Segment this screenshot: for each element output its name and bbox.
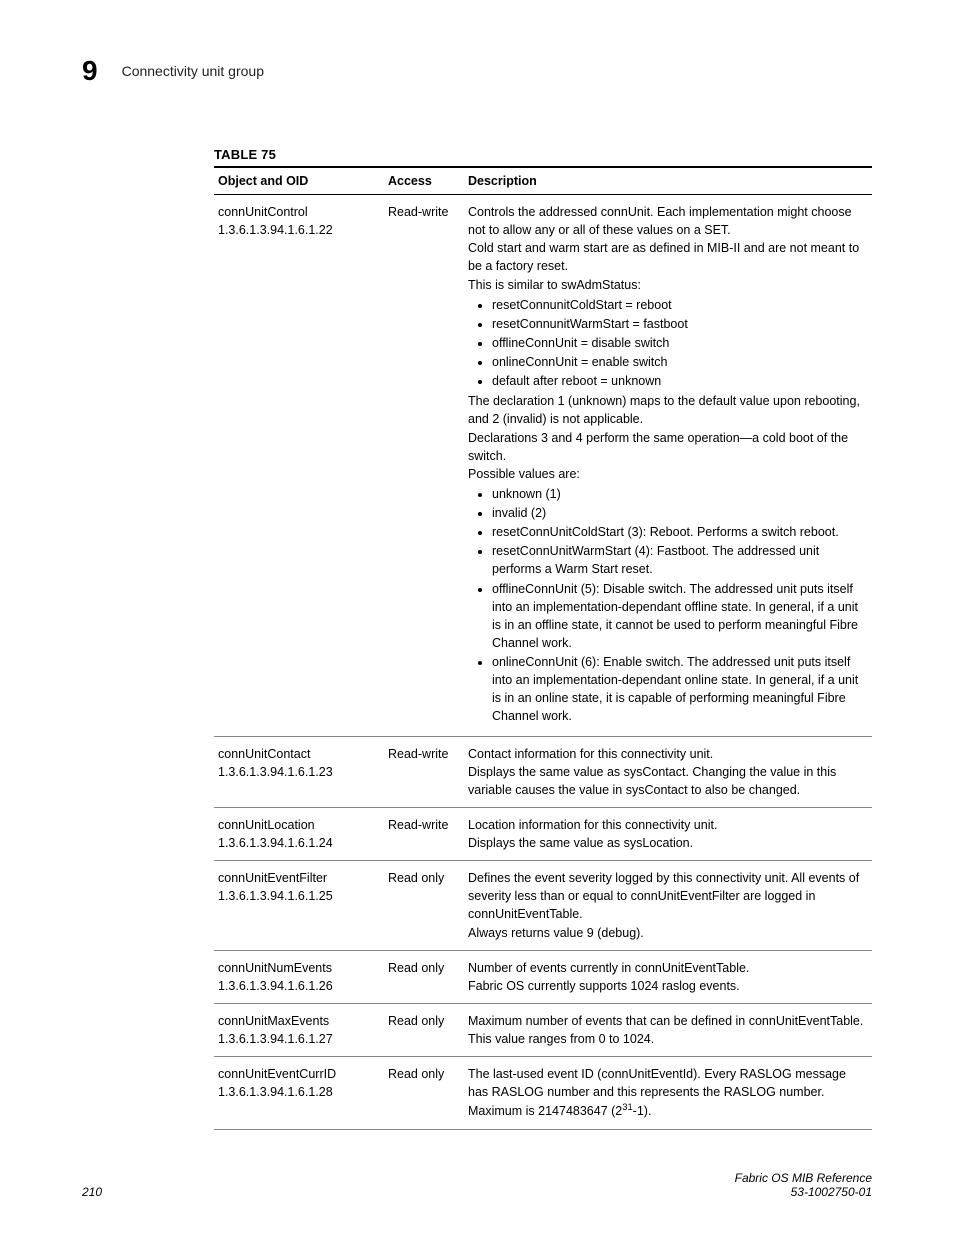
- object-oid: 1.3.6.1.3.94.1.6.1.25: [218, 887, 376, 905]
- bullet-item: offlineConnUnit (5): Disable switch. The…: [492, 580, 864, 653]
- table-row: connUnitEventCurrID 1.3.6.1.3.94.1.6.1.2…: [214, 1057, 872, 1130]
- desc-text: -1).: [633, 1105, 652, 1119]
- page-number: 210: [82, 1185, 102, 1199]
- cell-access: Read only: [384, 1057, 464, 1130]
- table-row: connUnitLocation 1.3.6.1.3.94.1.6.1.24 R…: [214, 807, 872, 860]
- desc-paragraph: Maximum is 2147483647 (231-1).: [468, 1101, 864, 1120]
- desc-paragraph: Declarations 3 and 4 perform the same op…: [468, 429, 864, 465]
- object-oid: 1.3.6.1.3.94.1.6.1.24: [218, 834, 376, 852]
- doc-reference: Fabric OS MIB Reference 53-1002750-01: [735, 1171, 872, 1199]
- desc-bullet-list: resetConnunitColdStart = reboot resetCon…: [492, 296, 864, 391]
- bullet-item: resetConnUnitWarmStart (4): Fastboot. Th…: [492, 542, 864, 578]
- cell-object: connUnitMaxEvents 1.3.6.1.3.94.1.6.1.27: [214, 1003, 384, 1056]
- desc-paragraph: Location information for this connectivi…: [468, 816, 864, 834]
- desc-paragraph: This value ranges from 0 to 1024.: [468, 1030, 864, 1048]
- object-name: connUnitEventFilter: [218, 869, 376, 887]
- desc-paragraph: Displays the same value as sysLocation.: [468, 834, 864, 852]
- desc-paragraph: The last-used event ID (connUnitEventId)…: [468, 1065, 864, 1101]
- bullet-item: resetConnunitColdStart = reboot: [492, 296, 864, 314]
- cell-description: The last-used event ID (connUnitEventId)…: [464, 1057, 872, 1130]
- desc-paragraph: Defines the event severity logged by thi…: [468, 869, 864, 923]
- object-name: connUnitContact: [218, 745, 376, 763]
- page: 9 Connectivity unit group TABLE 75 Objec…: [0, 0, 954, 1235]
- mib-table: Object and OID Access Description connUn…: [214, 166, 872, 1130]
- desc-paragraph: Fabric OS currently supports 1024 raslog…: [468, 977, 864, 995]
- col-header-access: Access: [384, 167, 464, 195]
- object-name: connUnitLocation: [218, 816, 376, 834]
- table-row: connUnitMaxEvents 1.3.6.1.3.94.1.6.1.27 …: [214, 1003, 872, 1056]
- table-row: connUnitNumEvents 1.3.6.1.3.94.1.6.1.26 …: [214, 950, 872, 1003]
- bullet-item: resetConnunitWarmStart = fastboot: [492, 315, 864, 333]
- table-header-row: Object and OID Access Description: [214, 167, 872, 195]
- desc-paragraph: Always returns value 9 (debug).: [468, 924, 864, 942]
- cell-access: Read only: [384, 950, 464, 1003]
- desc-paragraph: Displays the same value as sysContact. C…: [468, 763, 864, 799]
- cell-object: connUnitContact 1.3.6.1.3.94.1.6.1.23: [214, 736, 384, 807]
- cell-access: Read only: [384, 1003, 464, 1056]
- desc-paragraph: This is similar to swAdmStatus:: [468, 276, 864, 294]
- running-header: 9 Connectivity unit group: [82, 55, 872, 87]
- cell-description: Defines the event severity logged by thi…: [464, 861, 872, 951]
- desc-paragraph: Cold start and warm start are as defined…: [468, 239, 864, 275]
- table-container: TABLE 75 Object and OID Access Descripti…: [214, 147, 872, 1130]
- object-name: connUnitMaxEvents: [218, 1012, 376, 1030]
- object-oid: 1.3.6.1.3.94.1.6.1.28: [218, 1083, 376, 1101]
- cell-description: Maximum number of events that can be def…: [464, 1003, 872, 1056]
- table-row: connUnitControl 1.3.6.1.3.94.1.6.1.22 Re…: [214, 195, 872, 737]
- table-row: connUnitContact 1.3.6.1.3.94.1.6.1.23 Re…: [214, 736, 872, 807]
- desc-paragraph: The declaration 1 (unknown) maps to the …: [468, 392, 864, 428]
- doc-id: 53-1002750-01: [735, 1185, 872, 1199]
- exponent: 31: [622, 1102, 632, 1112]
- desc-paragraph: Contact information for this connectivit…: [468, 745, 864, 763]
- desc-paragraph: Number of events currently in connUnitEv…: [468, 959, 864, 977]
- cell-object: connUnitLocation 1.3.6.1.3.94.1.6.1.24: [214, 807, 384, 860]
- cell-access: Read-write: [384, 736, 464, 807]
- cell-object: connUnitEventCurrID 1.3.6.1.3.94.1.6.1.2…: [214, 1057, 384, 1130]
- bullet-item: onlineConnUnit (6): Enable switch. The a…: [492, 653, 864, 726]
- object-oid: 1.3.6.1.3.94.1.6.1.23: [218, 763, 376, 781]
- object-name: connUnitEventCurrID: [218, 1065, 376, 1083]
- cell-object: connUnitEventFilter 1.3.6.1.3.94.1.6.1.2…: [214, 861, 384, 951]
- page-footer: 210 Fabric OS MIB Reference 53-1002750-0…: [82, 1171, 872, 1199]
- cell-object: connUnitNumEvents 1.3.6.1.3.94.1.6.1.26: [214, 950, 384, 1003]
- object-oid: 1.3.6.1.3.94.1.6.1.22: [218, 221, 376, 239]
- desc-bullet-list: unknown (1) invalid (2) resetConnUnitCol…: [492, 485, 864, 726]
- chapter-number: 9: [82, 55, 98, 87]
- bullet-item: unknown (1): [492, 485, 864, 503]
- object-oid: 1.3.6.1.3.94.1.6.1.26: [218, 977, 376, 995]
- col-header-description: Description: [464, 167, 872, 195]
- object-oid: 1.3.6.1.3.94.1.6.1.27: [218, 1030, 376, 1048]
- cell-access: Read-write: [384, 195, 464, 737]
- bullet-item: default after reboot = unknown: [492, 372, 864, 390]
- cell-description: Contact information for this connectivit…: [464, 736, 872, 807]
- desc-text: Maximum is 2147483647 (2: [468, 1105, 622, 1119]
- bullet-item: resetConnUnitColdStart (3): Reboot. Perf…: [492, 523, 864, 541]
- object-name: connUnitControl: [218, 203, 376, 221]
- cell-access: Read-write: [384, 807, 464, 860]
- col-header-object: Object and OID: [214, 167, 384, 195]
- cell-access: Read only: [384, 861, 464, 951]
- desc-paragraph: Maximum number of events that can be def…: [468, 1012, 864, 1030]
- table-caption: TABLE 75: [214, 147, 872, 162]
- object-name: connUnitNumEvents: [218, 959, 376, 977]
- bullet-item: onlineConnUnit = enable switch: [492, 353, 864, 371]
- cell-description: Controls the addressed connUnit. Each im…: [464, 195, 872, 737]
- cell-description: Location information for this connectivi…: [464, 807, 872, 860]
- bullet-item: offlineConnUnit = disable switch: [492, 334, 864, 352]
- cell-object: connUnitControl 1.3.6.1.3.94.1.6.1.22: [214, 195, 384, 737]
- desc-paragraph: Possible values are:: [468, 465, 864, 483]
- bullet-item: invalid (2): [492, 504, 864, 522]
- cell-description: Number of events currently in connUnitEv…: [464, 950, 872, 1003]
- section-title: Connectivity unit group: [122, 63, 264, 79]
- table-row: connUnitEventFilter 1.3.6.1.3.94.1.6.1.2…: [214, 861, 872, 951]
- doc-title: Fabric OS MIB Reference: [735, 1171, 872, 1185]
- desc-paragraph: Controls the addressed connUnit. Each im…: [468, 203, 864, 239]
